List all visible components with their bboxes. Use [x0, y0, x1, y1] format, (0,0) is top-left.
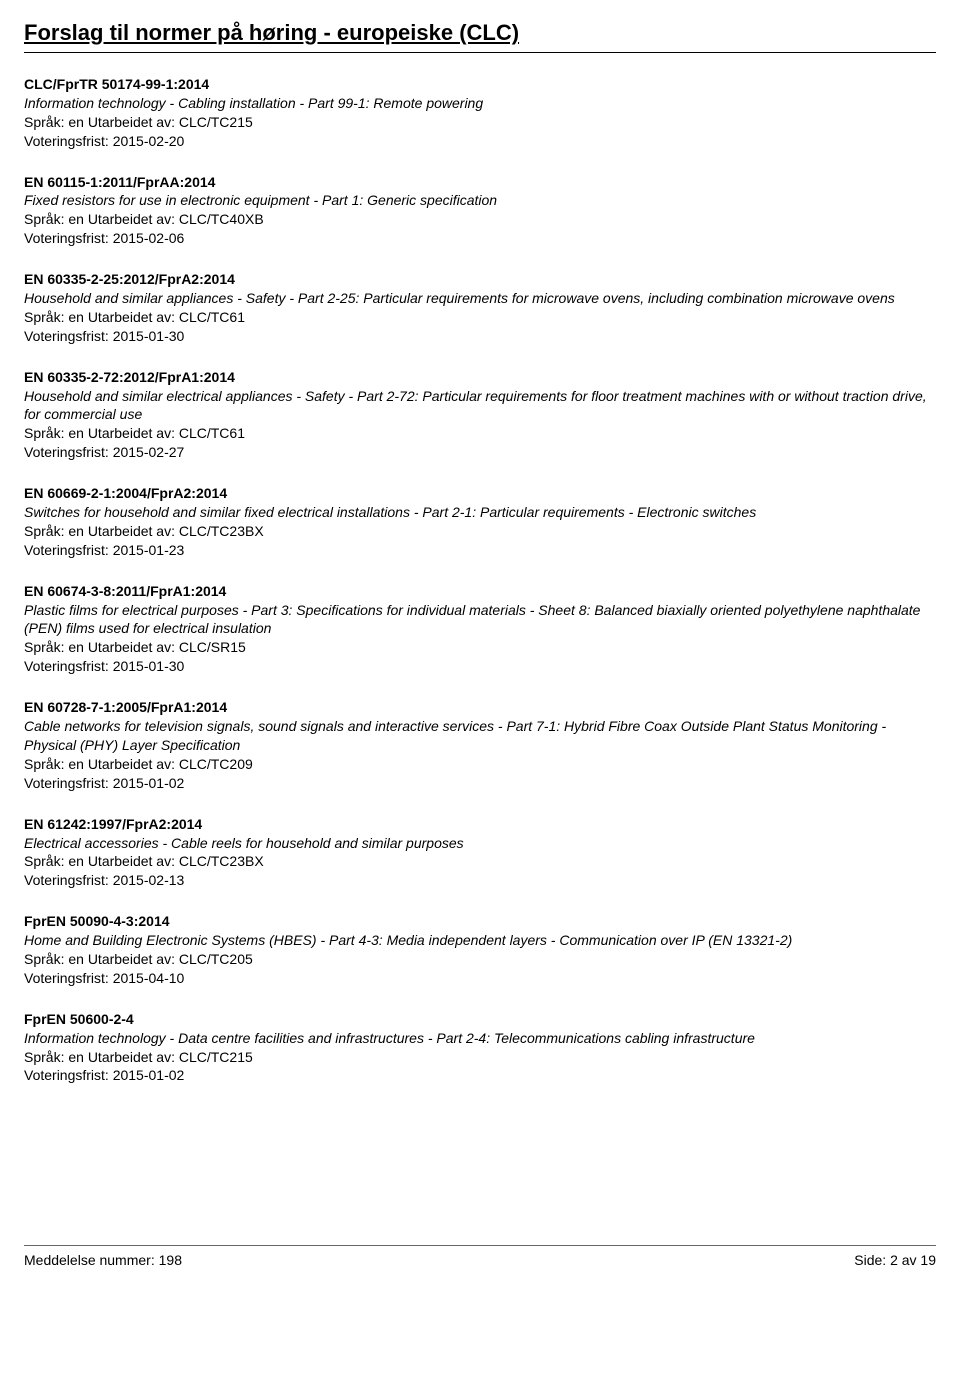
entry-description: Cable networks for television signals, s…	[24, 717, 936, 755]
page-footer: Meddelelse nummer: 198 Side: 2 av 19	[24, 1245, 936, 1268]
title-divider	[24, 52, 936, 53]
entry-vote-deadline: Voteringsfrist: 2015-01-02	[24, 774, 936, 793]
entry-meta: Språk: en Utarbeidet av: CLC/TC205	[24, 950, 936, 969]
entry-description: Household and similar electrical applian…	[24, 387, 936, 425]
entry-vote-deadline: Voteringsfrist: 2015-01-30	[24, 657, 936, 676]
entries-list: CLC/FprTR 50174-99-1:2014Information tec…	[24, 75, 936, 1085]
entry-meta: Språk: en Utarbeidet av: CLC/TC61	[24, 424, 936, 443]
entry-description: Electrical accessories - Cable reels for…	[24, 834, 936, 853]
entry-vote-deadline: Voteringsfrist: 2015-01-02	[24, 1066, 936, 1085]
entry-description: Information technology - Cabling install…	[24, 94, 936, 113]
entry-code: FprEN 50090-4-3:2014	[24, 912, 936, 931]
entry-vote-deadline: Voteringsfrist: 2015-04-10	[24, 969, 936, 988]
entry: EN 60674-3-8:2011/FprA1:2014Plastic film…	[24, 582, 936, 676]
footer-left: Meddelelse nummer: 198	[24, 1252, 182, 1268]
entry-code: EN 60335-2-25:2012/FprA2:2014	[24, 270, 936, 289]
entry-code: EN 60115-1:2011/FprAA:2014	[24, 173, 936, 192]
entry-description: Switches for household and similar fixed…	[24, 503, 936, 522]
footer-right: Side: 2 av 19	[854, 1252, 936, 1268]
footer-right-value: 2 av 19	[890, 1252, 936, 1268]
entry-code: EN 61242:1997/FprA2:2014	[24, 815, 936, 834]
entry-description: Household and similar appliances - Safet…	[24, 289, 936, 308]
entry: EN 61242:1997/FprA2:2014Electrical acces…	[24, 815, 936, 891]
entry-code: CLC/FprTR 50174-99-1:2014	[24, 75, 936, 94]
entry-description: Home and Building Electronic Systems (HB…	[24, 931, 936, 950]
entry: EN 60115-1:2011/FprAA:2014Fixed resistor…	[24, 173, 936, 249]
entry-code: EN 60669-2-1:2004/FprA2:2014	[24, 484, 936, 503]
entry-meta: Språk: en Utarbeidet av: CLC/SR15	[24, 638, 936, 657]
entry-code: FprEN 50600-2-4	[24, 1010, 936, 1029]
entry-meta: Språk: en Utarbeidet av: CLC/TC209	[24, 755, 936, 774]
entry-code: EN 60674-3-8:2011/FprA1:2014	[24, 582, 936, 601]
entry-meta: Språk: en Utarbeidet av: CLC/TC40XB	[24, 210, 936, 229]
entry-meta: Språk: en Utarbeidet av: CLC/TC215	[24, 1048, 936, 1067]
entry-description: Fixed resistors for use in electronic eq…	[24, 191, 936, 210]
entry-vote-deadline: Voteringsfrist: 2015-02-27	[24, 443, 936, 462]
entry-meta: Språk: en Utarbeidet av: CLC/TC23BX	[24, 852, 936, 871]
entry-vote-deadline: Voteringsfrist: 2015-01-23	[24, 541, 936, 560]
footer-divider	[24, 1245, 936, 1246]
entry: EN 60335-2-25:2012/FprA2:2014Household a…	[24, 270, 936, 346]
entry: FprEN 50090-4-3:2014Home and Building El…	[24, 912, 936, 988]
page-title: Forslag til normer på høring - europeisk…	[24, 20, 936, 46]
entry-vote-deadline: Voteringsfrist: 2015-01-30	[24, 327, 936, 346]
entry: EN 60669-2-1:2004/FprA2:2014Switches for…	[24, 484, 936, 560]
footer-right-label: Side:	[854, 1252, 886, 1268]
footer-left-value: 198	[159, 1252, 182, 1268]
entry-meta: Språk: en Utarbeidet av: CLC/TC23BX	[24, 522, 936, 541]
entry-code: EN 60335-2-72:2012/FprA1:2014	[24, 368, 936, 387]
entry-vote-deadline: Voteringsfrist: 2015-02-06	[24, 229, 936, 248]
entry-meta: Språk: en Utarbeidet av: CLC/TC215	[24, 113, 936, 132]
entry-meta: Språk: en Utarbeidet av: CLC/TC61	[24, 308, 936, 327]
entry-description: Plastic films for electrical purposes - …	[24, 601, 936, 639]
entry-description: Information technology - Data centre fac…	[24, 1029, 936, 1048]
entry-code: EN 60728-7-1:2005/FprA1:2014	[24, 698, 936, 717]
entry: EN 60728-7-1:2005/FprA1:2014Cable networ…	[24, 698, 936, 792]
entry-vote-deadline: Voteringsfrist: 2015-02-20	[24, 132, 936, 151]
entry: EN 60335-2-72:2012/FprA1:2014Household a…	[24, 368, 936, 462]
entry: FprEN 50600-2-4Information technology - …	[24, 1010, 936, 1086]
entry-vote-deadline: Voteringsfrist: 2015-02-13	[24, 871, 936, 890]
footer-left-label: Meddelelse nummer:	[24, 1252, 155, 1268]
entry: CLC/FprTR 50174-99-1:2014Information tec…	[24, 75, 936, 151]
